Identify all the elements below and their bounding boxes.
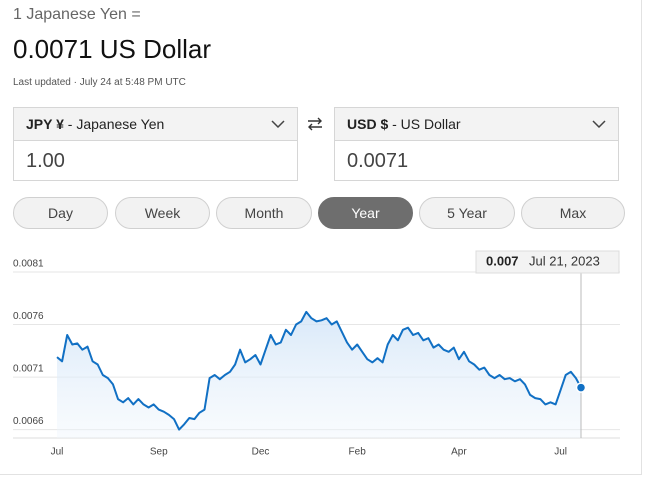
hover-point: [575, 382, 587, 393]
swap-icon[interactable]: [306, 116, 324, 132]
range-button[interactable]: Year: [318, 197, 413, 229]
line: [56, 310, 582, 431]
x-tick-label: Dec: [252, 447, 270, 458]
range-button[interactable]: Day: [13, 197, 108, 229]
x-tick-label: Jul: [554, 447, 567, 458]
from-select[interactable]: JPY ¥ - Japanese Yen: [14, 108, 297, 141]
range-button[interactable]: 5 Year: [419, 197, 515, 229]
range-button[interactable]: Month: [216, 197, 312, 229]
y-tick-label: 0.0071: [13, 364, 44, 375]
last-updated: Last updated · July 24 at 5:48 PM UTC: [13, 77, 186, 88]
tooltip-value: 0.007: [486, 253, 519, 268]
from-amount[interactable]: 1.00: [26, 150, 65, 172]
from-currency: JPY ¥ - Japanese Yen 1.00: [13, 107, 298, 181]
chevron: [271, 120, 285, 129]
chevron: [592, 120, 606, 129]
to-amount[interactable]: 0.0071: [347, 150, 409, 172]
header-rate: 0.0071 US Dollar: [13, 34, 211, 64]
to-name: - US Dollar: [388, 116, 461, 132]
divider: [641, 0, 642, 475]
x-tick-label: Apr: [451, 447, 467, 458]
x-tick-label: Feb: [349, 447, 367, 458]
from-name: - Japanese Yen: [63, 116, 165, 132]
y-tick-label: 0.0076: [13, 311, 44, 322]
x-tick-label: Sep: [150, 447, 168, 458]
header-title: 1 Japanese Yen =: [13, 6, 141, 23]
to-select[interactable]: USD $ - US Dollar: [335, 108, 618, 141]
y-tick-label: 0.0081: [13, 259, 44, 270]
to-currency: USD $ - US Dollar 0.0071: [334, 107, 619, 181]
from-code: JPY ¥: [26, 116, 64, 132]
to-code: USD $: [347, 116, 389, 132]
y-tick-label: 0.0066: [13, 416, 44, 427]
tooltip-box: [475, 250, 620, 274]
area-fill: [57, 311, 581, 438]
x-tick-label: Jul: [51, 447, 64, 458]
tooltip-date: Jul 21, 2023: [529, 253, 600, 268]
chart: 0.0066 0.0071 0.0076 0.0081 Jul Sep Dec Feb Apr J…: [13, 250, 620, 458]
divider: [0, 474, 642, 475]
range-button[interactable]: Week: [115, 197, 210, 229]
range-button[interactable]: Max: [521, 197, 625, 229]
